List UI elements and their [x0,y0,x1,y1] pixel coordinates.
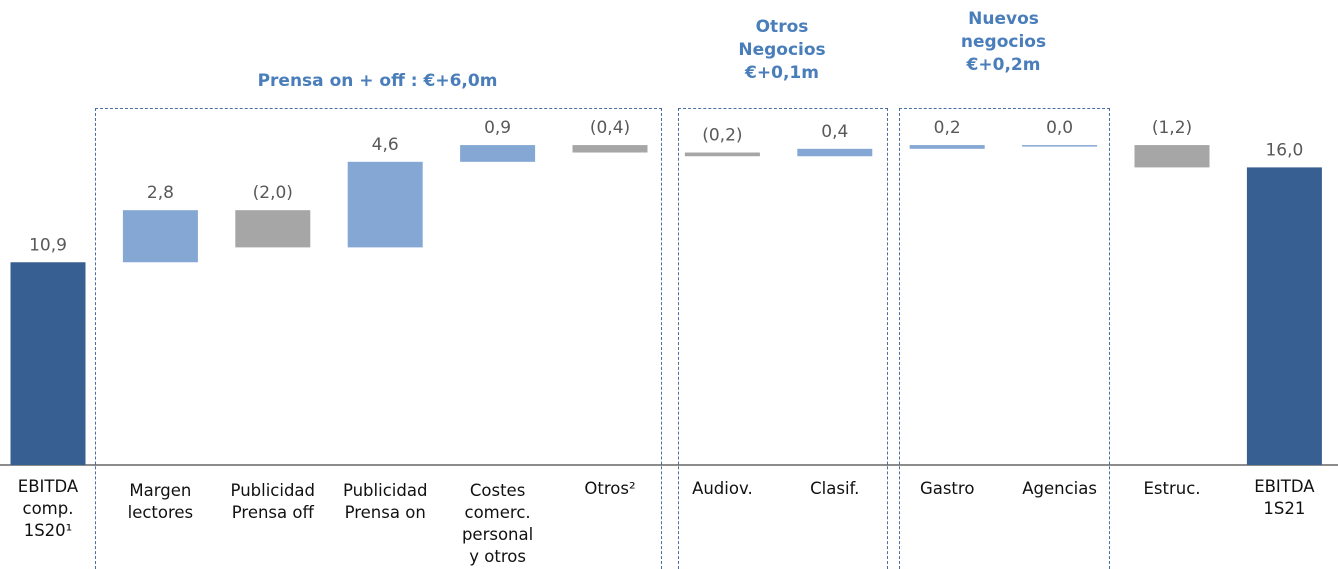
category-label: Estruc. [1143,479,1201,498]
value-label: (2,0) [253,183,293,203]
value-label: 0,9 [484,118,511,138]
bar [460,145,536,162]
category-label: Publicidad Prensa on [342,481,428,522]
bar [684,152,760,157]
group-label: Nuevos negocios €+0,2m [960,9,1047,75]
category-label: Margen lectores [127,481,194,522]
bar [572,145,648,153]
bar [235,210,311,248]
bar [10,262,86,465]
value-label: (0,4) [590,118,630,138]
category-label: Publicidad Prensa off [230,481,316,522]
value-label: 0,4 [821,122,848,142]
value-label: 0,2 [934,118,961,138]
bar [797,148,873,157]
category-label: Clasif. [810,479,860,498]
value-label: (1,2) [1152,118,1192,138]
value-label: (0,2) [702,126,742,146]
group-box [95,108,662,569]
bar [909,145,985,149]
bar [347,161,423,248]
bar [1134,145,1210,168]
value-label: 16,0 [1265,140,1303,160]
value-label: 2,8 [147,183,174,203]
category-label: Otros² [584,479,636,498]
group-box [899,108,1110,569]
group-label: Prensa on + off : €+6,0m [257,71,498,91]
bar [1022,145,1098,147]
bar [1246,167,1322,465]
value-label: 4,6 [372,135,399,155]
value-label: 0,0 [1046,118,1073,138]
bar [122,210,198,263]
category-label: EBITDA 1S21 [1254,477,1315,518]
category-label: Costes comerc. personal y otros [461,481,534,566]
category-label: Audiov. [692,479,753,498]
category-label: Agencias [1022,479,1097,498]
group-box [678,108,888,569]
group-label: Otros Negocios €+0,1m [738,17,826,83]
value-label: 10,9 [29,235,67,255]
category-label: EBITDA comp. 1S20¹ [17,477,79,540]
category-label: Gastro [919,479,975,498]
